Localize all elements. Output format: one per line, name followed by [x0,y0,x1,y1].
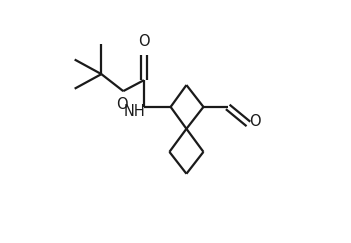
Text: O: O [250,113,261,129]
Text: NH: NH [123,104,145,119]
Text: O: O [138,34,150,49]
Text: O: O [116,97,128,112]
